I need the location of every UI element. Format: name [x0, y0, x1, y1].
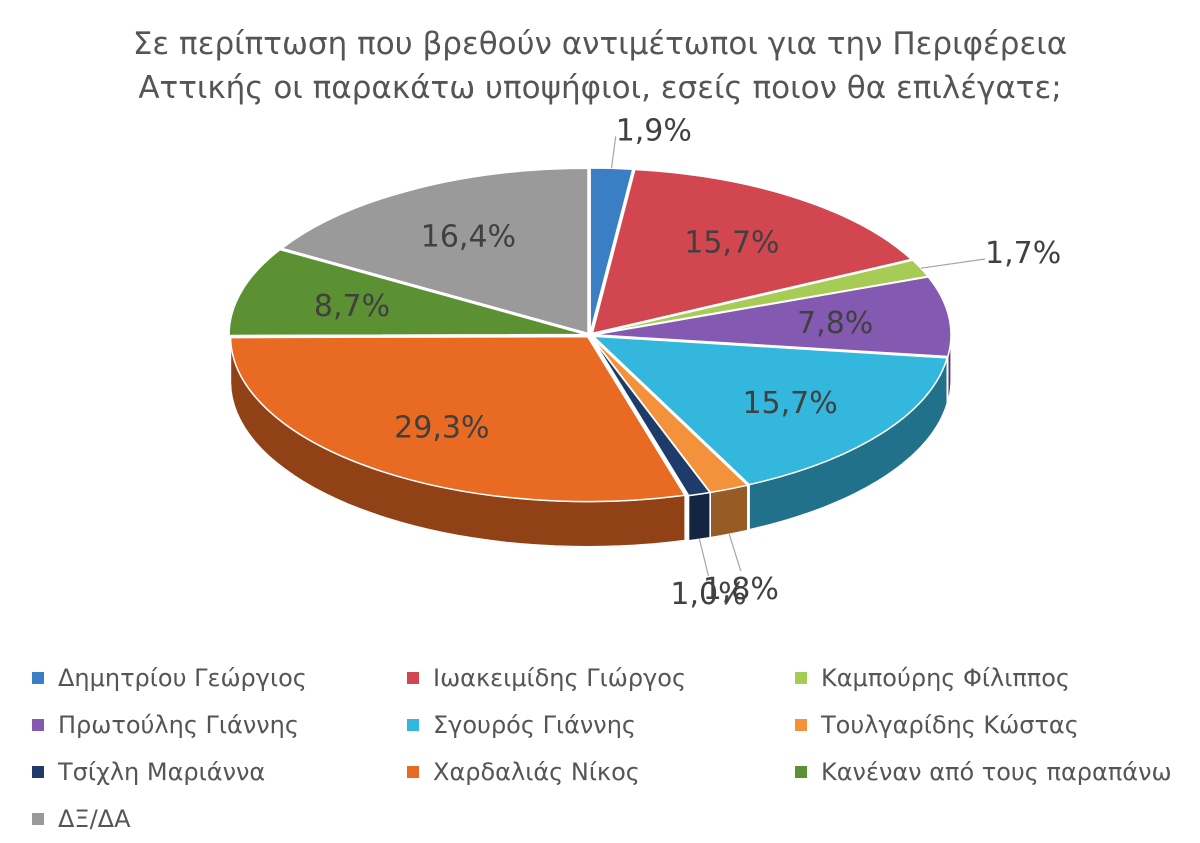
legend-swatch — [407, 718, 419, 731]
data-label: 8,7% — [314, 289, 390, 324]
data-label: 15,7% — [684, 226, 779, 261]
chart-title-line-1: Σε περίπτωση που βρεθούν αντιμέτωποι για… — [132, 26, 1068, 62]
legend-label: Χαρδαλιάς Νίκος — [433, 757, 640, 786]
pie-slice — [589, 167, 634, 334]
pie-slice — [228, 248, 587, 337]
data-label: 29,3% — [394, 410, 489, 445]
legend-label: Ιωακειμίδης Γιώργος — [433, 663, 687, 692]
legend-swatch — [795, 765, 807, 778]
legend-swatch — [32, 718, 44, 731]
pie-slice — [591, 335, 949, 486]
legend-label: Τουλγαρίδης Κώστας — [821, 710, 1079, 739]
leader-line — [698, 538, 710, 577]
data-label: 7,8% — [797, 306, 873, 341]
legend-item: Κανέναν από τους παραπάνω — [795, 754, 1185, 789]
legend-swatch — [32, 671, 44, 684]
pie-slice — [593, 276, 952, 358]
pie-slice — [590, 336, 712, 497]
legend: Δημητρίου Γεώργιος Ιωακειμίδης Γιώργος Κ… — [32, 660, 1192, 836]
legend-swatch — [32, 765, 44, 778]
legend-label: Τσίχλη Μαριάννα — [58, 757, 266, 786]
legend-swatch — [32, 812, 44, 825]
legend-label: Κανέναν από τους παραπάνω — [821, 757, 1172, 786]
chart-title-line-2: Αττικής οι παρακάτω υποψήφιοι, εσείς ποι… — [138, 70, 1062, 106]
pie-slice-side — [709, 484, 749, 539]
legend-item: Τουλγαρίδης Κώστας — [795, 707, 1185, 742]
legend-swatch — [795, 671, 807, 684]
leader-line — [610, 136, 617, 169]
legend-label: Πρωτούλης Γιάννης — [58, 710, 299, 739]
legend-item: Καμπούρης Φίλιππος — [795, 660, 1185, 695]
legend-item: Τσίχλη Μαριάννα — [32, 754, 407, 789]
legend-swatch — [795, 718, 807, 731]
legend-swatch — [407, 671, 419, 684]
data-label: 16,4% — [421, 220, 516, 255]
data-label: 15,7% — [742, 386, 837, 421]
legend-item: Δημητρίου Γεώργιος — [32, 660, 407, 695]
pie-slice — [280, 167, 589, 335]
data-label: 1,9% — [616, 113, 692, 148]
data-label: 1,7% — [985, 236, 1061, 271]
legend-item: ΔΞ/ΔΑ — [32, 801, 407, 836]
legend-label: Δημητρίου Γεώργιος — [58, 663, 307, 692]
leader-line — [920, 258, 986, 269]
legend-swatch — [407, 765, 419, 778]
pie-slice-side — [688, 491, 711, 542]
legend-item: Σγουρός Γιάννης — [407, 707, 795, 742]
legend-item: Χαρδαλιάς Νίκος — [407, 754, 795, 789]
chart-title: Σε περίπτωση που βρεθούν αντιμέτωποι για… — [0, 22, 1200, 110]
legend-label: Σγουρός Γιάννης — [433, 710, 636, 739]
data-label: 1,0% — [670, 577, 746, 612]
data-label: 1,8% — [703, 572, 779, 607]
pie-slice — [591, 168, 913, 335]
legend-item: Ιωακειμίδης Γιώργος — [407, 660, 795, 695]
legend-label: ΔΞ/ΔΑ — [58, 804, 131, 833]
leader-line — [728, 533, 742, 572]
pie-slice — [229, 335, 687, 503]
legend-item: Πρωτούλης Γιάννης — [32, 707, 407, 742]
legend-label: Καμπούρης Φίλιππος — [821, 663, 1071, 692]
